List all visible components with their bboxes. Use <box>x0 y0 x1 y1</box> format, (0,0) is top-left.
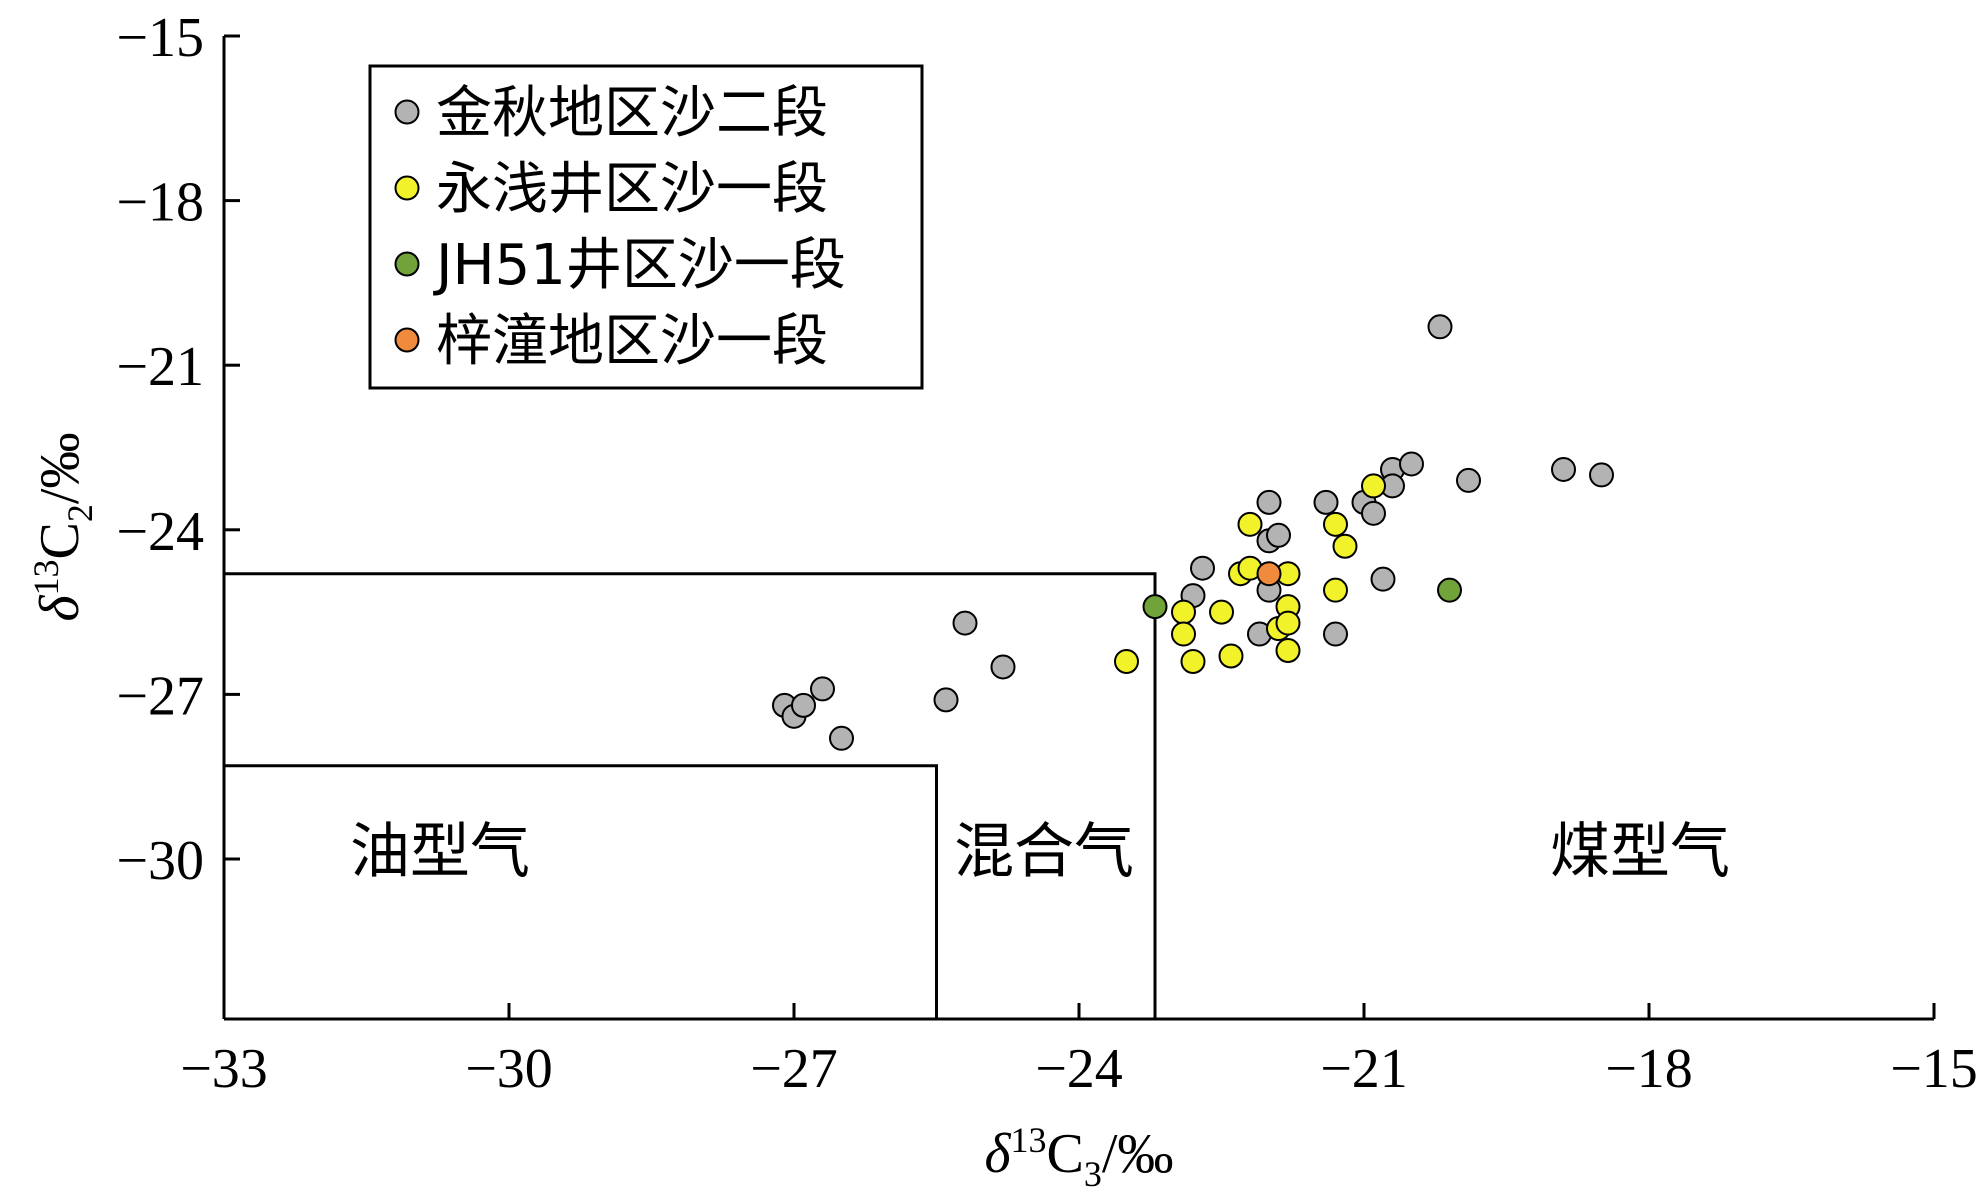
data-point-series-1 <box>1209 599 1234 625</box>
legend-marker <box>394 327 420 353</box>
data-point-series-1 <box>1237 511 1263 537</box>
data-point-series-1 <box>1323 577 1348 603</box>
data-point-series-0 <box>952 610 978 636</box>
data-point-series-1 <box>1114 648 1139 674</box>
region-label-coal-gas: 煤型气 <box>1550 817 1730 887</box>
data-point-series-0 <box>1370 566 1396 592</box>
data-point-series-0 <box>1456 467 1481 493</box>
x-tick-label: −18 <box>1605 1038 1693 1100</box>
y-tick-label: −24 <box>116 501 204 563</box>
x-tick-label: −15 <box>1890 1038 1978 1100</box>
axes: −33 −30 −27 −24 −21 −18 −15 −15 −18 −21 −24 −27 −30 <box>116 7 1977 1100</box>
x-tick-label: −33 <box>180 1038 268 1100</box>
data-point-series-0 <box>933 687 959 713</box>
y-tick-label: −27 <box>116 665 204 727</box>
x-tick-label: −30 <box>465 1038 553 1100</box>
legend-box <box>368 64 924 390</box>
data-point-series-0 <box>990 654 1016 680</box>
data-point-series-0 <box>810 676 835 702</box>
data-point-series-0 <box>791 692 816 718</box>
data-point-series-0 <box>1361 500 1386 526</box>
data-point-series-0 <box>1190 555 1215 581</box>
data-point-series-1 <box>1218 643 1244 669</box>
y-tick-label: −15 <box>116 7 204 69</box>
legend-label: 金秋地区沙二段 <box>436 81 828 146</box>
data-point-series-1 <box>1275 638 1301 664</box>
data-point-series-3 <box>1256 561 1282 587</box>
data-point-series-1 <box>1171 599 1196 625</box>
oil-gas-boundary <box>224 764 938 1019</box>
mixed-gas-boundary <box>224 572 1157 1019</box>
data-point-series-1 <box>1275 610 1301 636</box>
legend-label: 梓潼地区沙一段 <box>436 309 828 374</box>
y-tick-label: −21 <box>116 336 204 398</box>
x-tick-label: −21 <box>1320 1038 1408 1100</box>
legend-label: JH51井区沙一段 <box>433 233 846 298</box>
data-point-series-1 <box>1171 621 1196 647</box>
data-point-series-0 <box>1266 522 1291 548</box>
y-tick-label: −18 <box>116 172 204 234</box>
data-point-series-1 <box>1323 511 1348 537</box>
data-point-series-0 <box>1256 489 1282 515</box>
data-point-series-2 <box>1437 577 1462 603</box>
data-point-series-2 <box>1142 594 1168 620</box>
data-point-series-0 <box>1323 621 1348 647</box>
region-label-mixed-gas: 混合气 <box>954 817 1134 887</box>
legend-marker <box>394 175 420 201</box>
data-point-series-0 <box>1551 456 1576 482</box>
x-axis-title: δ13C3/‰ <box>985 1120 1174 1194</box>
data-point-series-1 <box>1361 473 1386 499</box>
data-point-series-1 <box>1180 648 1206 674</box>
data-point-series-1 <box>1332 533 1358 559</box>
region-label-oil-gas: 油型气 <box>350 817 530 887</box>
region-boundaries: 油型气 混合气 煤型气 <box>224 572 1730 1019</box>
x-tick-label: −24 <box>1035 1038 1123 1100</box>
x-tick-label: −27 <box>750 1038 838 1100</box>
legend-marker <box>394 251 420 277</box>
data-point-series-0 <box>1399 451 1424 477</box>
data-point-series-0 <box>1313 489 1339 515</box>
y-axis-title: δ13C2/‰ <box>26 433 100 622</box>
data-point-series-0 <box>1589 462 1614 488</box>
data-point-series-0 <box>1427 314 1453 340</box>
legend-label: 永浅井区沙一段 <box>436 157 828 222</box>
data-point-series-0 <box>829 725 854 751</box>
legend-marker <box>394 99 420 125</box>
y-tick-label: −30 <box>116 830 204 892</box>
data-points <box>772 314 1614 751</box>
